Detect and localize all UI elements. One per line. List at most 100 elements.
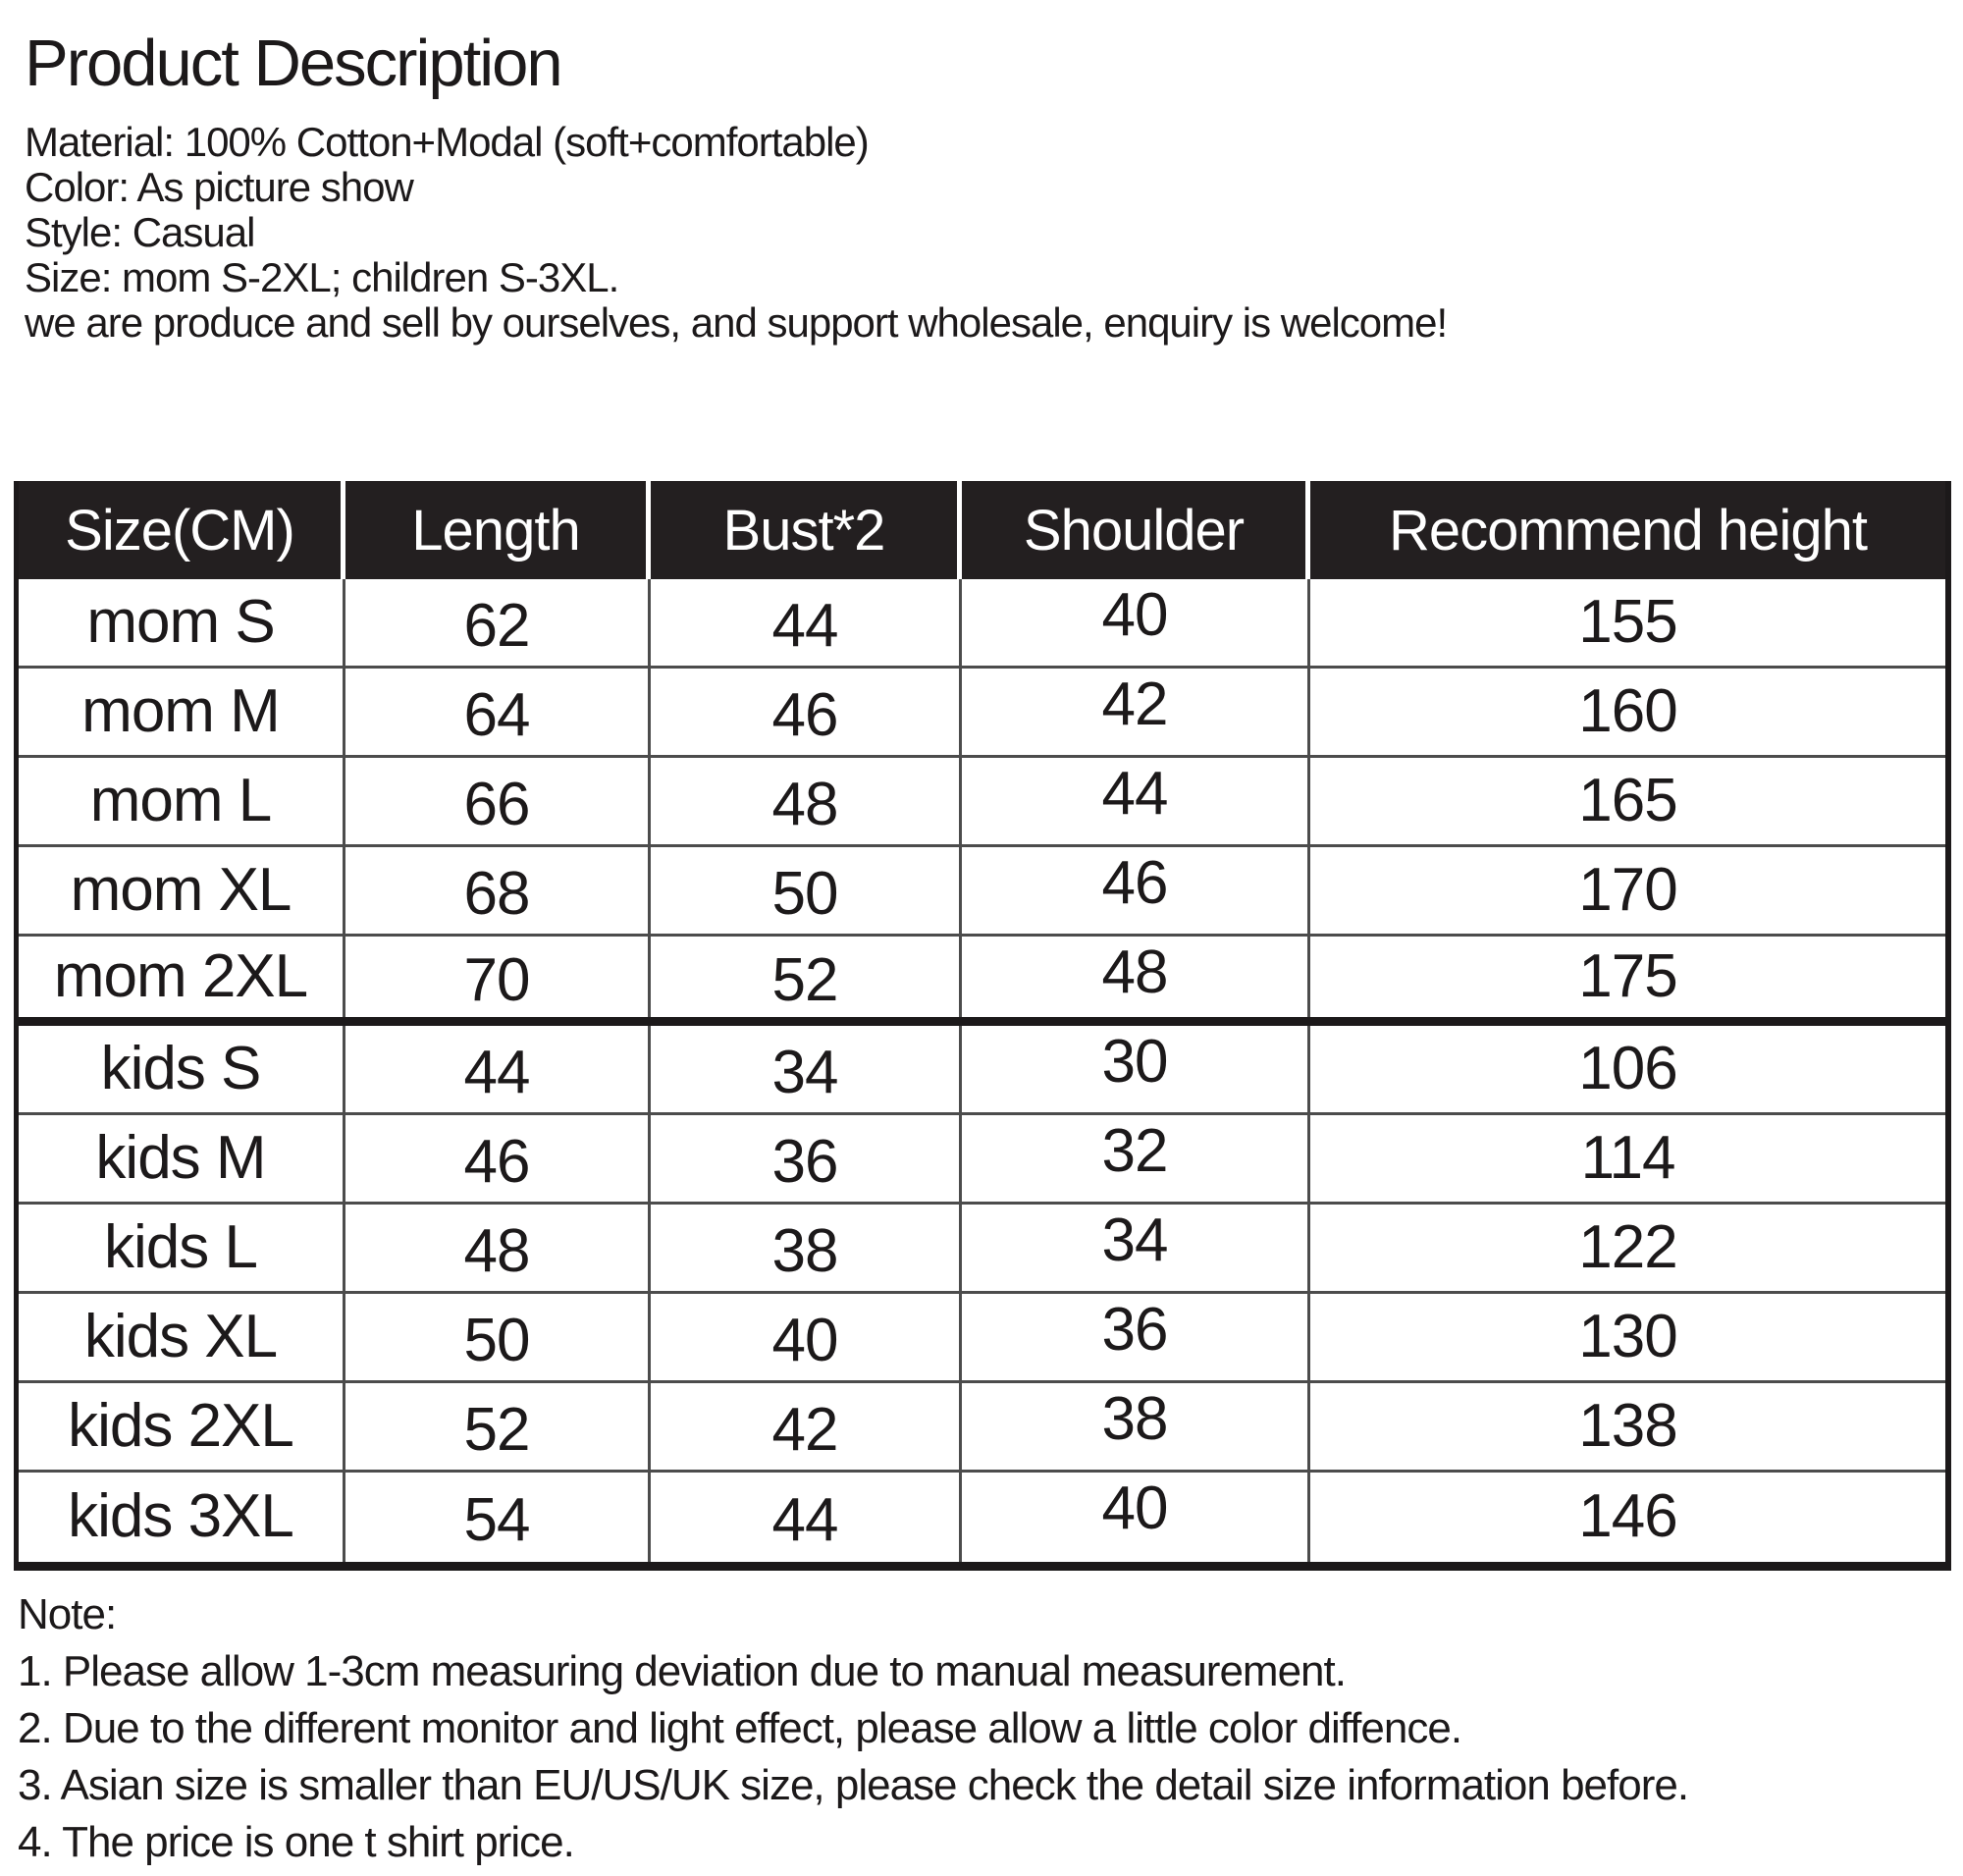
cell-value: kids S bbox=[100, 1034, 262, 1102]
cell-height: 114 bbox=[1310, 1115, 1945, 1202]
table-row: kids 2XL 52 42 38 138 bbox=[19, 1383, 1945, 1473]
cell-size: mom L bbox=[19, 758, 345, 844]
cell-value: mom S bbox=[86, 587, 275, 656]
cell-value: 34 bbox=[1101, 1206, 1169, 1274]
cell-value: 46 bbox=[463, 1127, 531, 1196]
cell-length: 44 bbox=[345, 1026, 651, 1112]
header-length: Length bbox=[345, 481, 651, 579]
cell-shoulder: 42 bbox=[962, 669, 1310, 755]
cell-value: 175 bbox=[1578, 941, 1677, 1010]
note-item-3: 3. Asian size is smaller than EU/US/UK s… bbox=[18, 1761, 1689, 1809]
cell-bust2: 52 bbox=[651, 937, 962, 1017]
table-row: mom L 66 48 44 165 bbox=[19, 758, 1945, 847]
note-item-4: 4. The price is one t shirt price. bbox=[18, 1818, 575, 1866]
cell-bust2: 36 bbox=[651, 1115, 962, 1202]
cell-value: 66 bbox=[463, 770, 531, 838]
header-bust: Bust*2 bbox=[651, 481, 962, 579]
cell-value: 170 bbox=[1578, 855, 1677, 924]
notes-label: Note: bbox=[18, 1590, 117, 1638]
cell-value: 36 bbox=[1101, 1296, 1169, 1364]
cell-value: 44 bbox=[463, 1038, 531, 1106]
table-row: kids L 48 38 34 122 bbox=[19, 1205, 1945, 1294]
cell-value: 30 bbox=[1101, 1028, 1169, 1096]
cell-value: mom 2XL bbox=[53, 941, 308, 1010]
cell-value: 52 bbox=[771, 945, 839, 1014]
cell-size: kids 3XL bbox=[19, 1473, 345, 1562]
cell-value: kids XL bbox=[83, 1302, 278, 1370]
cell-value: 38 bbox=[1101, 1385, 1169, 1453]
cell-shoulder: 38 bbox=[962, 1383, 1310, 1470]
cell-size: kids 2XL bbox=[19, 1383, 345, 1470]
cell-value: 32 bbox=[1101, 1117, 1169, 1185]
cell-size: kids XL bbox=[19, 1294, 345, 1380]
cell-bust2: 42 bbox=[651, 1383, 962, 1470]
wholesale-note: we are produce and sell by ourselves, an… bbox=[25, 299, 1448, 346]
cell-length: 54 bbox=[345, 1473, 651, 1562]
cell-value: mom L bbox=[89, 766, 272, 834]
cell-value: 44 bbox=[771, 1486, 839, 1555]
cell-value: kids L bbox=[104, 1212, 258, 1281]
cell-value: 155 bbox=[1578, 587, 1677, 656]
cell-value: 54 bbox=[463, 1486, 531, 1555]
cell-value: 48 bbox=[771, 770, 839, 838]
notes-section: Note: 1. Please allow 1-3cm measuring de… bbox=[18, 1586, 1689, 1871]
cell-height: 170 bbox=[1310, 847, 1945, 934]
cell-value: 34 bbox=[771, 1038, 839, 1106]
table-row: kids 3XL 54 44 40 146 bbox=[19, 1473, 1945, 1562]
size-chart-table: Size(CM) Length Bust*2 Shoulder Recommen… bbox=[14, 481, 1951, 1571]
cell-length: 66 bbox=[345, 758, 651, 844]
cell-value: 42 bbox=[771, 1395, 839, 1464]
cell-value: 46 bbox=[1101, 849, 1169, 917]
cell-value: 48 bbox=[463, 1216, 531, 1285]
table-row: kids M 46 36 32 114 bbox=[19, 1115, 1945, 1205]
cell-value: 46 bbox=[771, 680, 839, 749]
cell-value: 36 bbox=[771, 1127, 839, 1196]
cell-shoulder: 36 bbox=[962, 1294, 1310, 1380]
cell-value: 40 bbox=[1101, 581, 1169, 649]
cell-height: 175 bbox=[1310, 937, 1945, 1017]
cell-value: 146 bbox=[1578, 1482, 1677, 1551]
cell-height: 160 bbox=[1310, 669, 1945, 755]
cell-value: 40 bbox=[771, 1306, 839, 1374]
cell-length: 52 bbox=[345, 1383, 651, 1470]
cell-length: 50 bbox=[345, 1294, 651, 1380]
table-row: mom S 62 44 40 155 bbox=[19, 579, 1945, 669]
cell-value: 50 bbox=[463, 1306, 531, 1374]
table-row: kids XL 50 40 36 130 bbox=[19, 1294, 1945, 1383]
cell-shoulder: 30 bbox=[962, 1026, 1310, 1112]
cell-length: 48 bbox=[345, 1205, 651, 1291]
page-title: Product Description bbox=[25, 27, 563, 100]
cell-shoulder: 40 bbox=[962, 579, 1310, 666]
cell-height: 146 bbox=[1310, 1473, 1945, 1562]
cell-value: kids 3XL bbox=[68, 1482, 294, 1551]
header-recommend-height: Recommend height bbox=[1389, 498, 1868, 563]
cell-value: 114 bbox=[1580, 1123, 1676, 1192]
cell-length: 62 bbox=[345, 579, 651, 666]
header-shoulder: Shoulder bbox=[962, 481, 1310, 579]
cell-height: 122 bbox=[1310, 1205, 1945, 1291]
cell-bust2: 44 bbox=[651, 1473, 962, 1562]
cell-height: 138 bbox=[1310, 1383, 1945, 1470]
cell-value: 50 bbox=[771, 859, 839, 928]
cell-value: 122 bbox=[1578, 1212, 1677, 1281]
cell-size: mom M bbox=[19, 669, 345, 755]
cell-shoulder: 34 bbox=[962, 1205, 1310, 1291]
header-size-cm: Size(CM) bbox=[19, 481, 345, 579]
table-row: mom M 64 46 42 160 bbox=[19, 669, 1945, 758]
attribute-size-range: Size: mom S-2XL; children S-3XL. bbox=[25, 254, 619, 300]
cell-value: 52 bbox=[463, 1395, 531, 1464]
note-item-2: 2. Due to the different monitor and ligh… bbox=[18, 1704, 1462, 1752]
cell-value: 42 bbox=[1101, 670, 1169, 738]
cell-value: kids M bbox=[95, 1123, 266, 1192]
cell-value: 40 bbox=[1101, 1474, 1169, 1542]
cell-height: 130 bbox=[1310, 1294, 1945, 1380]
cell-value: kids 2XL bbox=[68, 1391, 294, 1460]
attribute-color: Color: As picture show bbox=[25, 164, 414, 210]
cell-value: 62 bbox=[463, 591, 531, 660]
cell-shoulder: 46 bbox=[962, 847, 1310, 934]
note-item-1: 1. Please allow 1-3cm measuring deviatio… bbox=[18, 1647, 1347, 1695]
cell-value: 64 bbox=[463, 680, 531, 749]
cell-size: mom S bbox=[19, 579, 345, 666]
cell-shoulder: 48 bbox=[962, 937, 1310, 1017]
